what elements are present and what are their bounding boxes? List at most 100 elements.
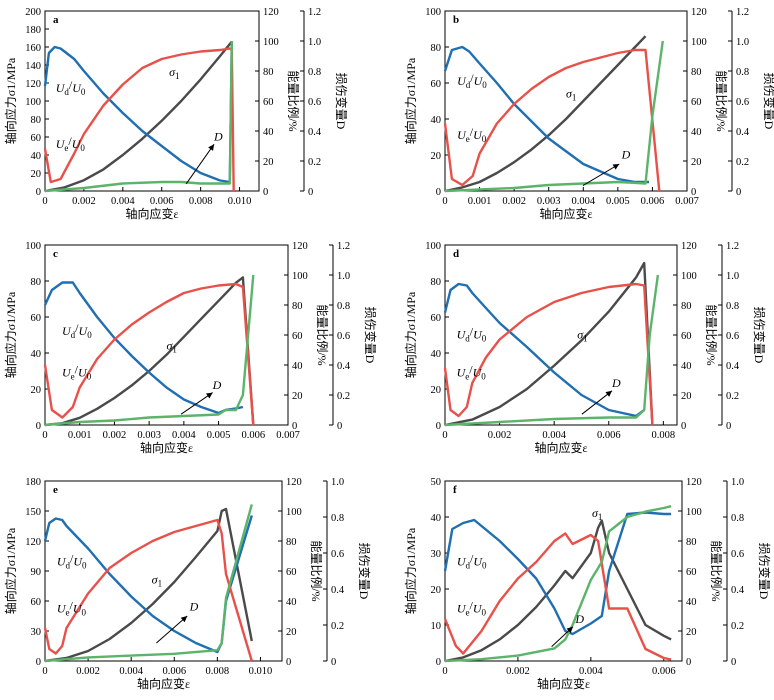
x-tick-label: 0.005 bbox=[207, 430, 231, 441]
x-tick-label: 0.010 bbox=[228, 196, 252, 207]
x-tick-label: 0.008 bbox=[206, 666, 230, 677]
x-tick-label: 0.008 bbox=[189, 196, 213, 207]
y-left-tick-label: 0 bbox=[436, 187, 441, 198]
y-right2-tick-label: 0.2 bbox=[736, 157, 749, 168]
annotation-ue-u0: Ue/U0 bbox=[457, 125, 487, 144]
annotation-ue-u0: Ue/U0 bbox=[62, 362, 92, 381]
x-tick-label: 0 bbox=[442, 196, 447, 207]
y-left-tick-label: 0 bbox=[36, 187, 41, 198]
x-tick-label: 0.002 bbox=[76, 666, 100, 677]
y-right2-tick-label: 0.6 bbox=[337, 331, 350, 342]
y-right2-tick-label: 0 bbox=[736, 187, 741, 198]
y-left-axis-label: 轴向应力σ1/MPa bbox=[3, 291, 18, 378]
y-left-tick-label: 80 bbox=[31, 277, 42, 288]
series-line-Ue-U0 bbox=[443, 282, 654, 426]
y-left-axis-label: 轴向应力σ1/MPa bbox=[403, 527, 418, 614]
annotation-d: D bbox=[574, 612, 584, 626]
panel-f: 0 0.002 0.004 0.006 0 10 20 30 40 50 0 20 40 60 80 100 1… bbox=[403, 477, 772, 691]
y-right1-tick-label: 120 bbox=[286, 477, 302, 488]
annotation-ue-u0: Ue/U0 bbox=[457, 598, 487, 617]
series-line-Ud-U0 bbox=[443, 282, 645, 418]
x-tick-label: 0.005 bbox=[606, 196, 630, 207]
series-line-Ue-U0 bbox=[443, 532, 672, 661]
series-line-Ud-U0 bbox=[43, 281, 244, 415]
y-right2-axis-label: 损伤变量D bbox=[752, 307, 767, 364]
y-right2-tick-label: 1.0 bbox=[308, 37, 321, 48]
y-left-tick-label: 40 bbox=[431, 115, 442, 126]
panel-a: 0 0.002 0.004 0.006 0.008 0.010 0 20 40 60 80 100 12… bbox=[3, 7, 349, 221]
annotation-d: D bbox=[213, 130, 223, 144]
y-right1-axis-label: 能量比例/% bbox=[709, 540, 723, 601]
y-right1-axis-label: 能量比例/% bbox=[704, 304, 718, 365]
y-right1-tick-label: 100 bbox=[686, 507, 702, 518]
y-left-tick-label: 20 bbox=[431, 585, 442, 596]
y-right1-tick-label: 40 bbox=[292, 361, 303, 372]
series-line-Ud-U0 bbox=[443, 45, 649, 184]
x-tick-label: 0.003 bbox=[537, 196, 561, 207]
x-tick-label: 0.004 bbox=[571, 196, 595, 207]
panel-b: 0 0.001 0.002 0.003 0.004 0.005 0.006 0.0070204… bbox=[403, 7, 774, 221]
y-right1-tick-label: 80 bbox=[292, 301, 303, 312]
series-line-Ue-U0 bbox=[43, 518, 253, 662]
y-right2-tick-label: 0.2 bbox=[331, 621, 344, 632]
y-right1-tick-label: 40 bbox=[286, 597, 297, 608]
y-left-tick-label: 90 bbox=[31, 567, 42, 578]
y-right1-tick-label: 0 bbox=[686, 657, 691, 668]
annotation-d: D bbox=[621, 148, 631, 162]
y-right1-tick-label: 80 bbox=[686, 537, 697, 548]
x-tick-label: 0.004 bbox=[579, 666, 603, 677]
annotation-arrow-head bbox=[206, 392, 213, 399]
y-right2-axis-label: 损伤变量D bbox=[762, 73, 774, 130]
series-line-Ue-U0 bbox=[43, 47, 235, 192]
y-left-tick-label: 60 bbox=[31, 313, 42, 324]
plot-frame bbox=[44, 10, 260, 192]
panel-label: f bbox=[453, 484, 457, 496]
y-right1-tick-label: 80 bbox=[263, 67, 274, 78]
y-right1-tick-label: 60 bbox=[292, 331, 303, 342]
x-tick-label: 0.006 bbox=[150, 196, 174, 207]
annotation-arrow-head bbox=[605, 390, 613, 397]
y-right1-tick-label: 60 bbox=[263, 97, 274, 108]
y-left-tick-label: 80 bbox=[431, 43, 442, 54]
y-left-tick-label: 80 bbox=[31, 115, 42, 126]
y-right2-tick-label: 0 bbox=[331, 657, 336, 668]
x-axis-label: 轴向应变ε bbox=[140, 440, 193, 455]
y-left-tick-label: 30 bbox=[31, 627, 42, 638]
y-left-tick-label: 40 bbox=[31, 151, 42, 162]
x-tick-label: 0 bbox=[42, 430, 47, 441]
y-right1-tick-label: 100 bbox=[263, 37, 279, 48]
series-line-D bbox=[44, 274, 255, 427]
y-right2-tick-label: 1.0 bbox=[731, 477, 744, 488]
y-left-tick-label: 0 bbox=[36, 657, 41, 668]
annotation-arrow-line bbox=[185, 143, 215, 185]
x-tick-label: 0.008 bbox=[652, 430, 676, 441]
series-line-Ue-U0 bbox=[43, 282, 255, 426]
y-left-tick-label: 120 bbox=[25, 79, 41, 90]
y-right1-tick-label: 100 bbox=[292, 271, 308, 282]
y-right2-tick-label: 1.2 bbox=[337, 241, 350, 252]
annotation-ud-u0: Ud/U0 bbox=[457, 552, 487, 571]
annotation-d: D bbox=[611, 376, 621, 390]
annotation-arrow-line bbox=[180, 392, 213, 415]
x-axis-label: 轴向应变ε bbox=[537, 676, 590, 691]
y-right2-tick-label: 1.0 bbox=[726, 271, 739, 282]
y-left-tick-label: 20 bbox=[431, 151, 442, 162]
y-right1-tick-label: 60 bbox=[691, 97, 702, 108]
y-right1-tick-label: 100 bbox=[681, 271, 697, 282]
annotation-sigma1: σ1 bbox=[566, 86, 576, 102]
y-right2-tick-label: 0.2 bbox=[337, 391, 350, 402]
y-right2-tick-label: 0.4 bbox=[731, 585, 745, 596]
y-right2-tick-label: 0.4 bbox=[308, 127, 322, 138]
x-tick-label: 0 bbox=[42, 666, 47, 677]
y-left-tick-label: 80 bbox=[431, 277, 442, 288]
y-right2-tick-label: 0.6 bbox=[736, 97, 749, 108]
x-tick-label: 0.006 bbox=[652, 666, 676, 677]
annotation-sigma1: σ1 bbox=[577, 328, 587, 344]
y-right1-tick-label: 20 bbox=[263, 157, 274, 168]
panel-label: c bbox=[53, 248, 58, 260]
x-tick-label: 0.001 bbox=[468, 196, 492, 207]
series-line-D bbox=[444, 505, 672, 663]
annotation-ue-u0: Ue/U0 bbox=[457, 362, 487, 381]
y-right1-tick-label: 80 bbox=[691, 67, 702, 78]
series-line-D bbox=[444, 40, 664, 193]
